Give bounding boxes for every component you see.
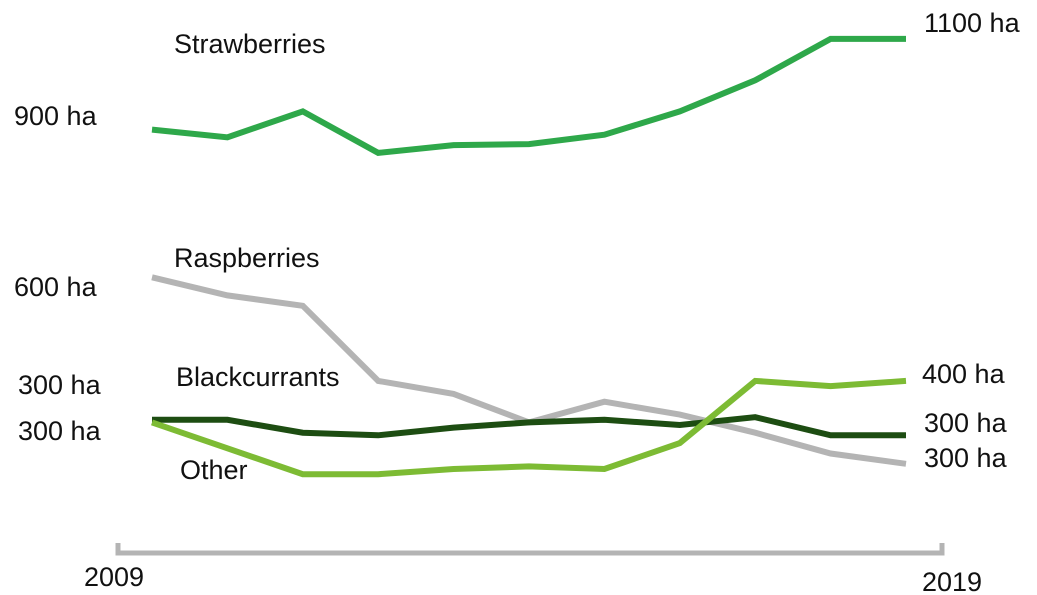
series-lines [151,35,907,478]
x-axis-bracket [115,543,945,556]
start-value-blackcurrants: 300 ha [18,370,102,400]
series-name-other: Other [180,455,248,485]
start-value-other: 300 ha [18,416,102,446]
end-value-other: 400 ha [922,359,1006,389]
series-name-strawberries: Strawberries [174,29,326,59]
series-name-raspberries: Raspberries [174,243,320,273]
series-line-blackcurrants [152,414,906,439]
end-value-raspberries: 300 ha [924,443,1008,473]
series-name-blackcurrants: Blackcurrants [176,362,340,392]
series-labels: Strawberries Raspberries Blackcurrants O… [14,8,1021,595]
x-axis [115,543,945,556]
end-value-blackcurrants: 300 ha [924,408,1008,438]
end-value-strawberries: 1100 ha [924,8,1021,38]
start-value-strawberries: 900 ha [14,101,98,131]
x-tick-label-start: 2009 [84,562,144,592]
series-line-strawberries [151,35,906,156]
series-line-other [151,377,907,478]
start-value-raspberries: 600 ha [14,272,98,302]
x-tick-label-end: 2019 [922,567,982,595]
